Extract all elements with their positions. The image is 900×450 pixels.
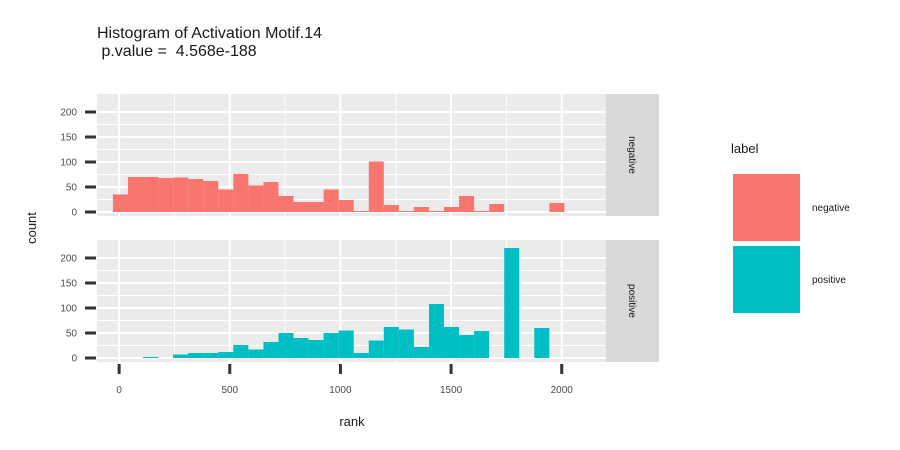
bar-negative-21: [428, 211, 445, 212]
bar-negative-17: [368, 161, 384, 212]
bar-negative-0: [112, 194, 128, 212]
legend-key-negative: [733, 174, 800, 241]
bar-negative-9: [248, 185, 264, 212]
bar-positive-26: [504, 248, 520, 358]
facet-panels: 0 50 100 150 200 negative 0 50 100 150 200 positive…: [60, 94, 659, 396]
bar-negative-7: [218, 189, 234, 212]
bar-negative-1: [127, 177, 144, 212]
bar-negative-14: [323, 189, 339, 212]
bar-negative-16: [353, 211, 369, 212]
x-tick-label: 1000: [329, 385, 352, 396]
bar-positive-2: [143, 357, 159, 358]
panel-positive: 0 50 100 150 200 positive: [60, 240, 659, 365]
legend-key-positive: [733, 246, 800, 313]
bar-negative-20: [413, 207, 429, 212]
y-tick-label: 100: [60, 304, 77, 315]
bar-negative-18: [383, 205, 399, 212]
y-tick-label: 50: [66, 183, 78, 194]
legend-label-negative: negative: [812, 203, 850, 214]
y-tick-label: 150: [60, 279, 77, 290]
bar-negative-6: [203, 181, 219, 212]
x-tick-label: 2000: [551, 385, 574, 396]
bar-positive-17: [368, 340, 384, 358]
bar-positive-24: [474, 331, 490, 358]
bar-positive-14: [323, 333, 339, 358]
x-tick-label: 0: [116, 385, 122, 396]
bar-positive-6: [203, 353, 219, 358]
legend-label-positive: positive: [812, 275, 846, 286]
legend-title: label: [731, 141, 759, 156]
legend: label negative positive: [731, 141, 850, 313]
bar-positive-19: [398, 329, 414, 358]
facet-strip-label: positive: [626, 284, 637, 318]
x-tick-label: 500: [221, 385, 238, 396]
bar-negative-2: [143, 177, 159, 212]
bar-negative-24: [474, 211, 490, 212]
y-tick-label: 100: [60, 158, 77, 169]
y-tick-label: 50: [66, 329, 78, 340]
bar-positive-28: [534, 328, 550, 358]
bar-positive-9: [248, 349, 264, 358]
bar-positive-20: [413, 347, 429, 358]
x-axis: 0 500 1000 1500 2000: [116, 364, 573, 396]
y-tick-label: 200: [60, 254, 77, 265]
bar-negative-10: [263, 182, 279, 212]
bar-negative-19: [398, 211, 414, 212]
bar-positive-5: [188, 353, 204, 358]
bar-positive-21: [428, 304, 445, 358]
bar-positive-23: [459, 335, 475, 358]
x-tick-label: 1500: [440, 385, 463, 396]
x-axis-title: rank: [339, 414, 365, 429]
bar-negative-12: [293, 202, 309, 212]
bar-positive-13: [308, 340, 324, 358]
bar-positive-10: [263, 342, 279, 358]
bar-positive-8: [233, 345, 249, 358]
y-tick-label: 0: [71, 354, 77, 365]
bar-positive-4: [173, 354, 189, 358]
bar-negative-23: [459, 196, 475, 212]
bar-positive-22: [444, 327, 460, 358]
chart-subtitle: p.value = 4.568e-188: [97, 43, 257, 60]
chart-title: Histogram of Activation Motif.14: [97, 25, 322, 42]
bar-negative-11: [278, 196, 294, 212]
facet-strip: [606, 240, 659, 362]
bar-positive-7: [218, 352, 234, 358]
bar-positive-18: [383, 327, 399, 358]
bar-negative-3: [158, 178, 174, 212]
y-tick-label: 150: [60, 133, 77, 144]
y-tick-label: 200: [60, 108, 77, 119]
y-tick-label: 0: [71, 208, 77, 219]
y-axis-title: count: [24, 212, 39, 244]
bar-positive-15: [338, 330, 354, 358]
bar-negative-29: [549, 203, 565, 212]
bar-negative-22: [444, 207, 460, 212]
bar-positive-12: [293, 338, 309, 358]
bar-negative-25: [489, 204, 505, 212]
panel-negative: 0 50 100 150 200 negative: [60, 94, 659, 219]
bar-positive-11: [278, 333, 294, 358]
facet-strip-label: negative: [626, 136, 637, 174]
bar-negative-4: [173, 177, 189, 212]
bar-negative-8: [233, 174, 249, 212]
facet-strip: [606, 94, 659, 216]
bar-positive-16: [353, 353, 369, 358]
bar-negative-15: [338, 200, 354, 212]
bar-negative-5: [188, 179, 204, 212]
bar-negative-13: [308, 202, 324, 212]
